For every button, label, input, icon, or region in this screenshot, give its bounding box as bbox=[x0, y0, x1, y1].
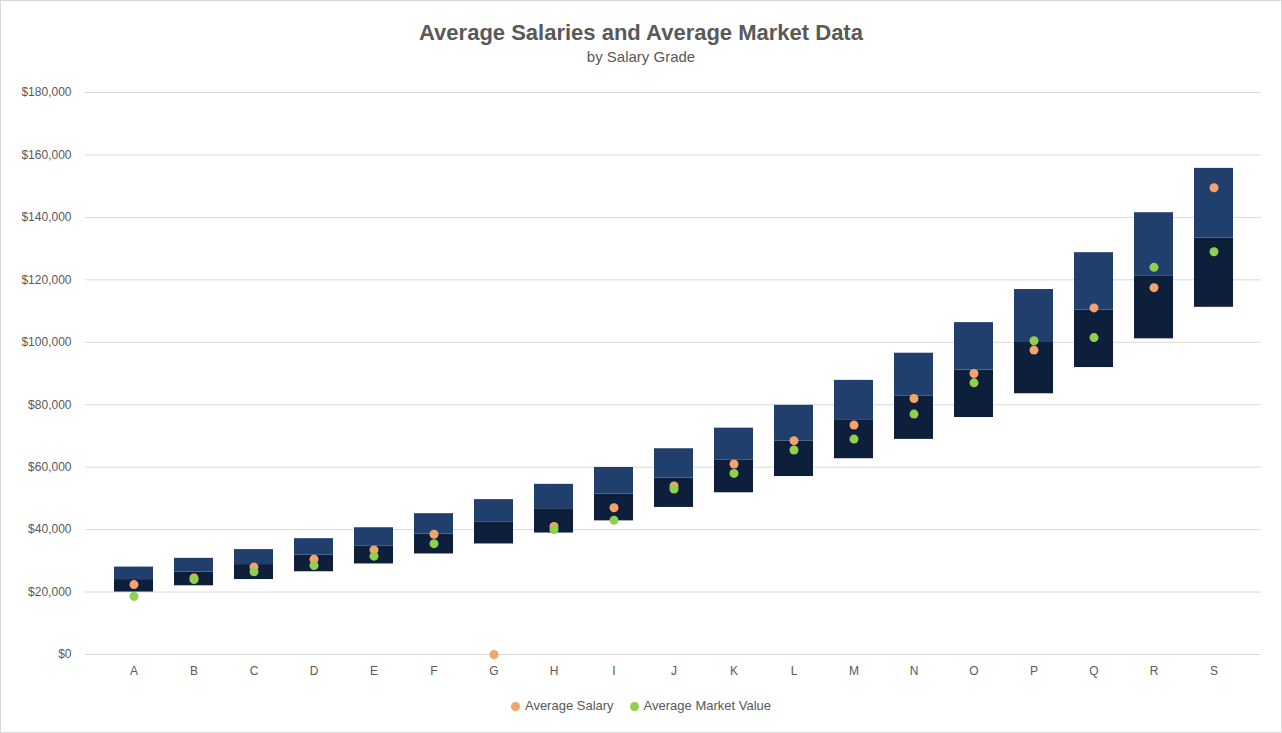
svg-text:F: F bbox=[430, 664, 437, 678]
svg-text:S: S bbox=[1210, 664, 1218, 678]
svg-text:R: R bbox=[1150, 664, 1159, 678]
svg-text:$20,000: $20,000 bbox=[28, 585, 72, 599]
svg-text:$120,000: $120,000 bbox=[21, 273, 71, 287]
svg-text:C: C bbox=[250, 664, 259, 678]
svg-text:Q: Q bbox=[1089, 664, 1098, 678]
svg-text:$40,000: $40,000 bbox=[28, 522, 72, 536]
html-text:Average Market Value: Average Market Value bbox=[643, 698, 771, 713]
svg-text:$80,000: $80,000 bbox=[28, 398, 72, 412]
svg-text:G: G bbox=[489, 664, 498, 678]
svg-text:$60,000: $60,000 bbox=[28, 460, 72, 474]
svg-text:A: A bbox=[130, 664, 138, 678]
svg-text:I: I bbox=[612, 664, 615, 678]
svg-text:J: J bbox=[671, 664, 677, 678]
svg-text:E: E bbox=[370, 664, 378, 678]
svg-text:P: P bbox=[1030, 664, 1038, 678]
svg-text:B: B bbox=[190, 664, 198, 678]
svg-text:$160,000: $160,000 bbox=[21, 148, 71, 162]
svg-text:$0: $0 bbox=[58, 647, 72, 661]
svg-text:O: O bbox=[969, 664, 978, 678]
html-text:Average Salary: Average Salary bbox=[525, 698, 614, 713]
svg-text:M: M bbox=[849, 664, 859, 678]
svg-text:H: H bbox=[550, 664, 559, 678]
svg-text:$180,000: $180,000 bbox=[21, 85, 71, 99]
html-text:by Salary Grade: by Salary Grade bbox=[586, 48, 696, 65]
svg-text:D: D bbox=[310, 664, 319, 678]
svg-text:$140,000: $140,000 bbox=[21, 210, 71, 224]
svg-text:K: K bbox=[730, 664, 738, 678]
svg-text:$100,000: $100,000 bbox=[21, 335, 71, 349]
svg-text:L: L bbox=[791, 664, 798, 678]
svg-text:N: N bbox=[910, 664, 919, 678]
html-text:Average Salaries and Average M: Average Salaries and Average Market Data bbox=[419, 20, 863, 45]
